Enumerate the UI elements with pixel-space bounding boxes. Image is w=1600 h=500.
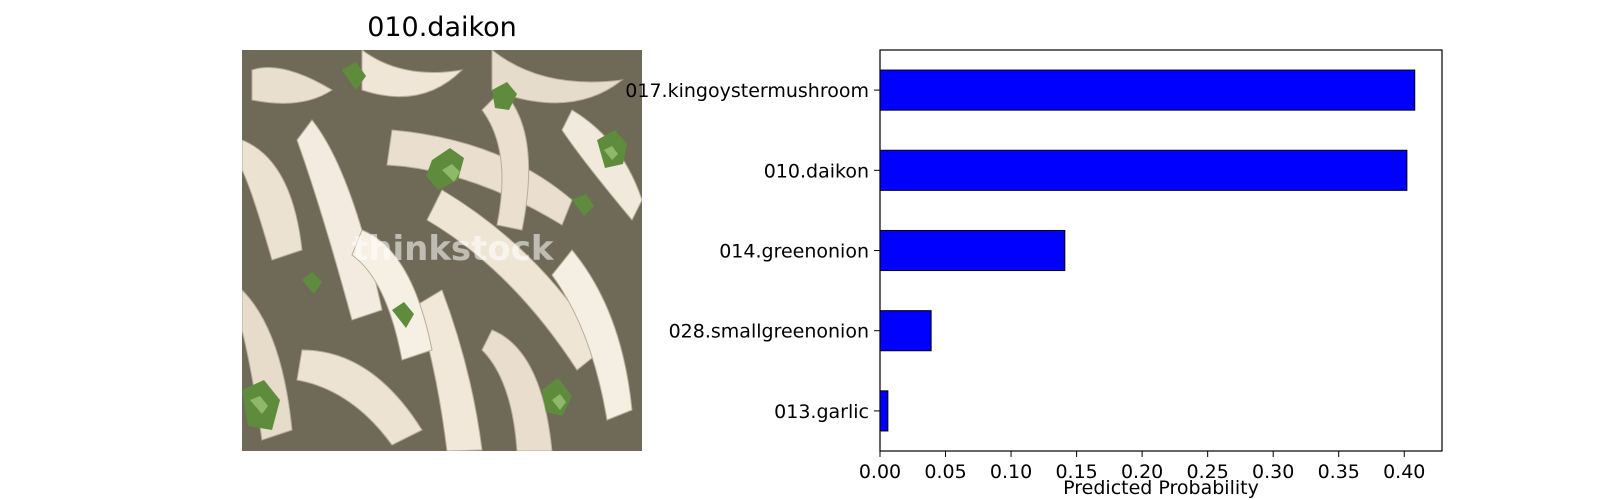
x-tick-label: 0.30 bbox=[1252, 461, 1294, 483]
bar bbox=[879, 390, 889, 432]
x-tick-label: 0.00 bbox=[859, 461, 901, 483]
x-tick-label: 0.40 bbox=[1383, 461, 1425, 483]
bar bbox=[879, 229, 1066, 272]
watermark-text: thinkstock bbox=[352, 229, 555, 269]
daikon-photo: thinkstock bbox=[242, 50, 642, 451]
x-tick-label: 0.20 bbox=[1121, 461, 1163, 483]
bar bbox=[879, 69, 1416, 111]
bar bbox=[879, 149, 1408, 191]
image-title: 010.daikon bbox=[367, 12, 517, 43]
x-tick-label: 0.05 bbox=[924, 461, 966, 483]
x-tick-label: 0.25 bbox=[1187, 461, 1229, 483]
y-tick-label: 010.daikon bbox=[764, 160, 869, 182]
x-tick-label: 0.35 bbox=[1318, 461, 1360, 483]
y-tick-label: 028.smallgreenonion bbox=[669, 321, 869, 343]
y-tick-label: 014.greenonion bbox=[719, 241, 869, 263]
x-tick-label: 0.10 bbox=[990, 461, 1032, 483]
y-tick-label: 017.kingoystermushroom bbox=[625, 80, 869, 102]
x-axis-label: Predicted Probability bbox=[1063, 477, 1259, 499]
bar bbox=[879, 310, 932, 352]
y-tick-label: 013.garlic bbox=[774, 401, 869, 423]
x-tick-label: 0.15 bbox=[1055, 461, 1097, 483]
